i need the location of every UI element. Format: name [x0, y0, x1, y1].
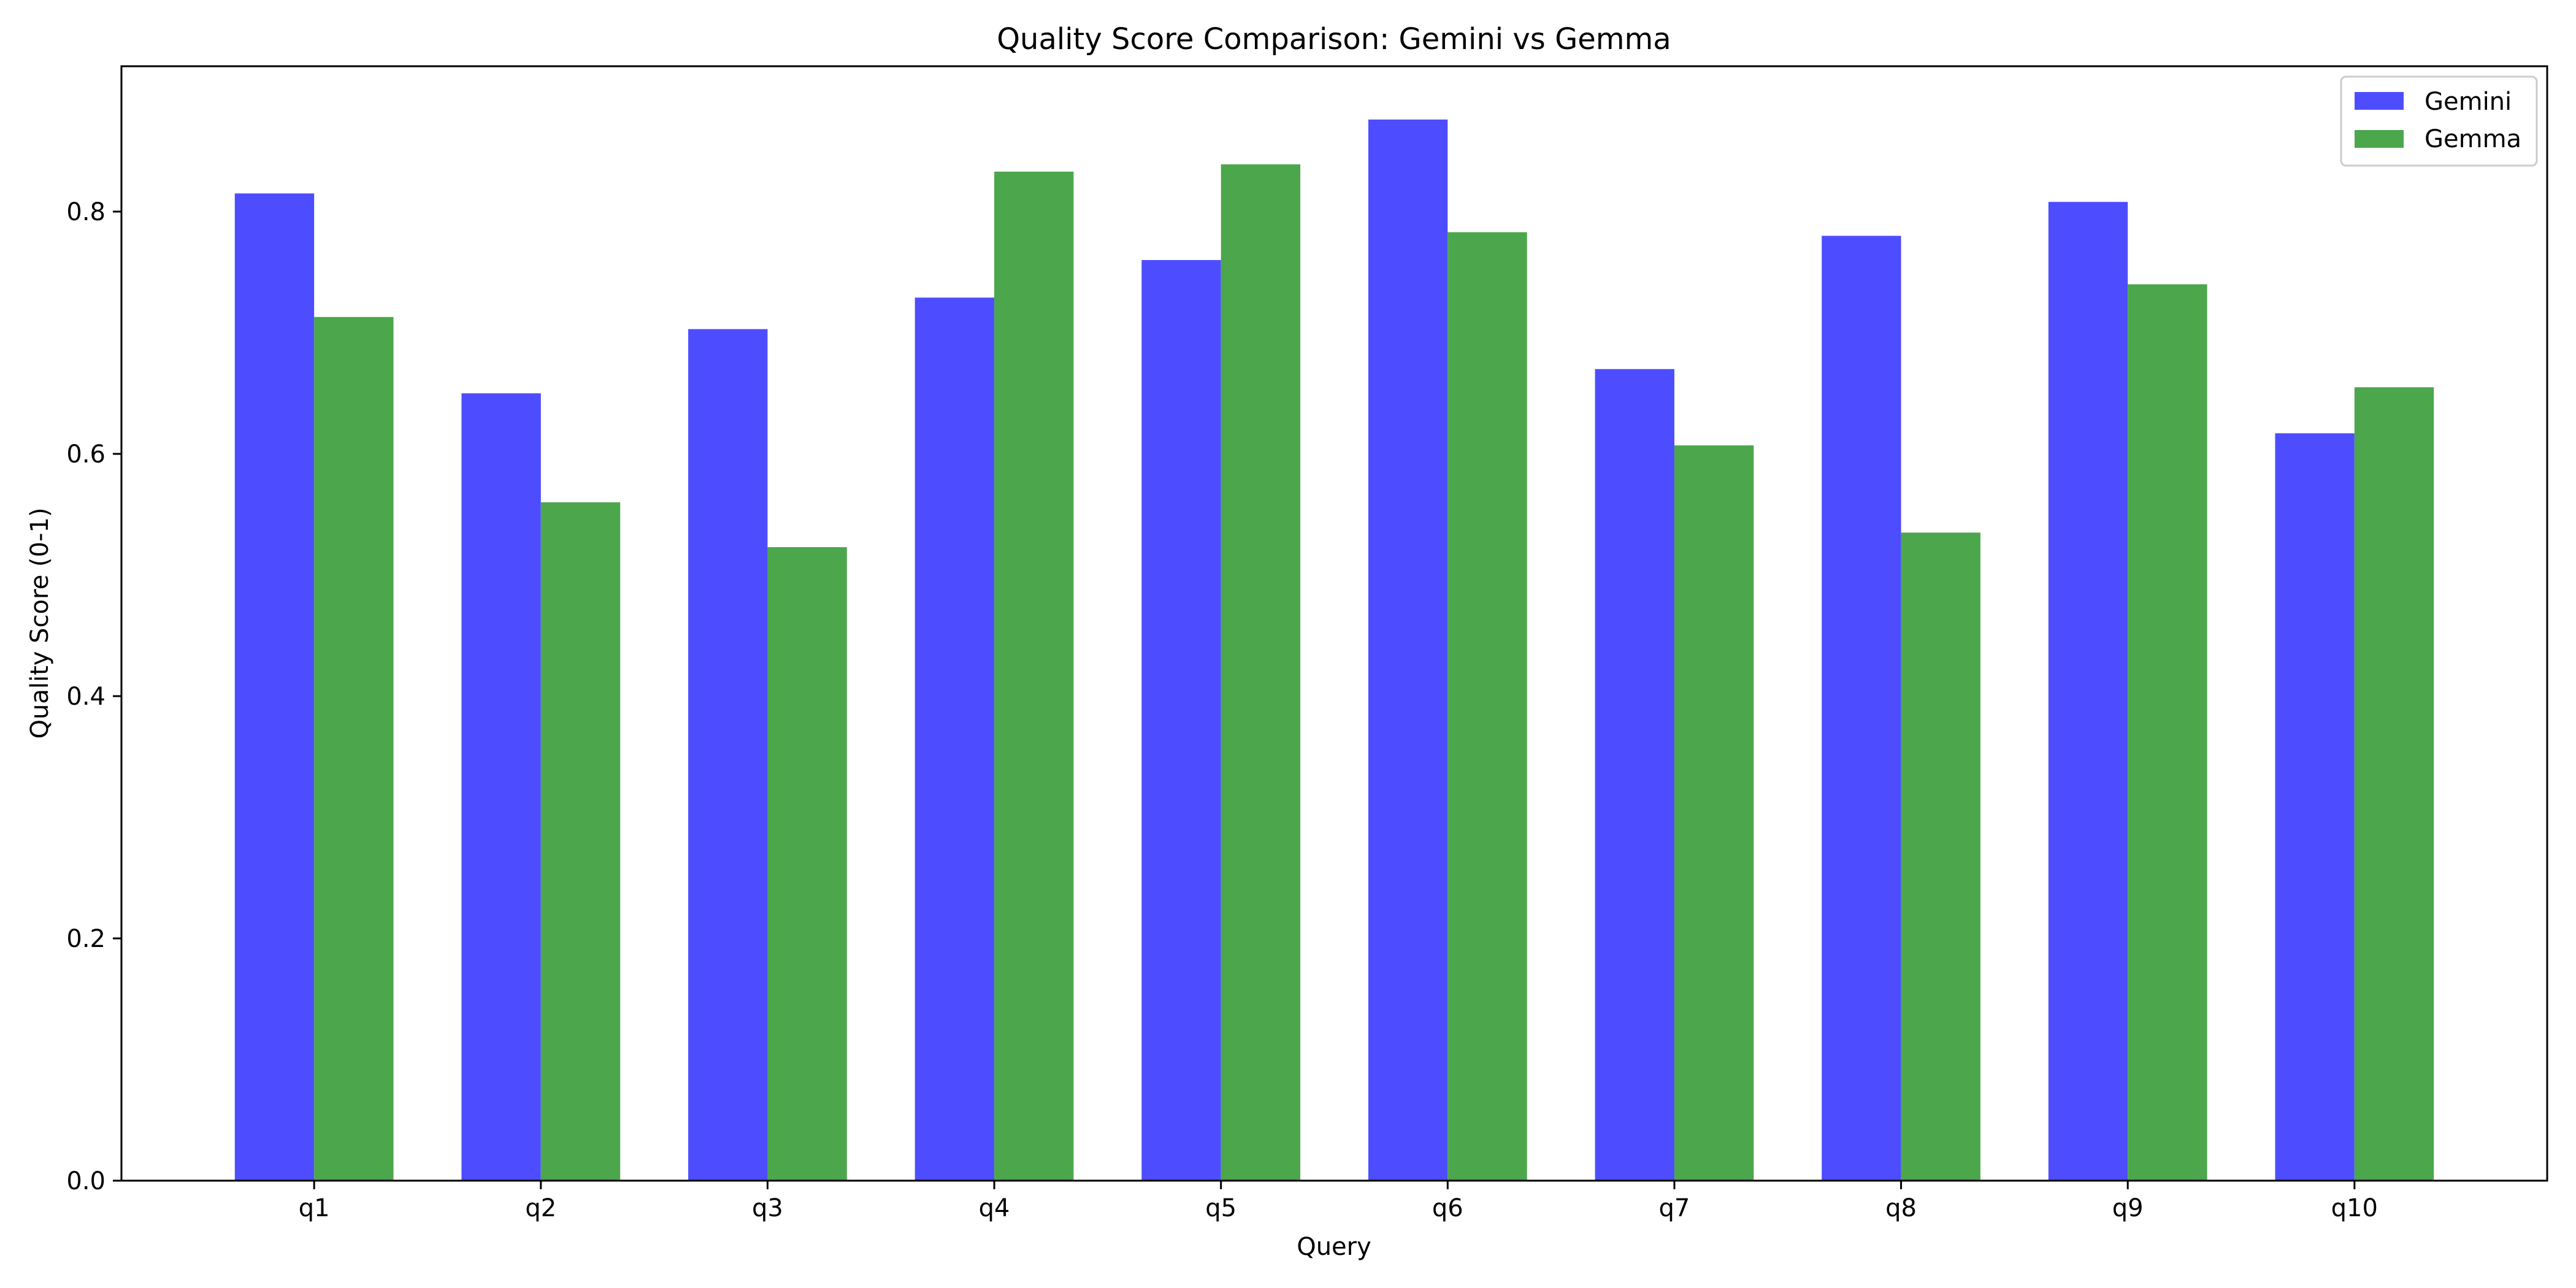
legend-label-gemma: Gemma [2425, 125, 2521, 153]
bar-gemma-q2 [540, 502, 621, 1181]
bar-gemma-q8 [1901, 532, 1980, 1181]
bar-gemini-q4 [914, 297, 995, 1181]
x-axis: q1 q2 q3 q4 q5 q6 q7 q8 q9 q10 [299, 1181, 2378, 1222]
x-tick-label: q7 [1659, 1194, 1690, 1222]
bar-gemini-q1 [234, 193, 315, 1181]
y-tick-label: 0.6 [66, 440, 105, 469]
y-tick-label: 0.2 [66, 925, 105, 953]
bar-gemini-q7 [1595, 369, 1674, 1181]
y-tick-label: 0.0 [66, 1167, 105, 1195]
legend: Gemini Gemma [2340, 75, 2538, 167]
y-tick-label: 0.8 [66, 198, 105, 226]
bar-gemini-q10 [2275, 433, 2355, 1181]
legend-swatch-gemini [2355, 92, 2404, 110]
x-tick-label: q10 [2331, 1194, 2378, 1222]
x-tick-label: q1 [299, 1194, 330, 1222]
bar-gemini-q8 [1822, 236, 1901, 1181]
y-tick-label: 0.4 [66, 683, 105, 711]
x-tick-label: q8 [1885, 1194, 1917, 1222]
x-tick-label: q6 [1432, 1194, 1463, 1222]
bar-gemini-q6 [1368, 119, 1448, 1181]
bar-gemini-q9 [2048, 202, 2128, 1181]
bar-gemma-q1 [314, 316, 394, 1181]
x-tick-label: q2 [525, 1194, 556, 1222]
chart-title: Quality Score Comparison: Gemini vs Gemm… [997, 22, 1671, 56]
legend-swatch-gemma [2355, 130, 2404, 148]
x-tick-label: q4 [979, 1194, 1010, 1222]
bar-gemma-q5 [1221, 164, 1301, 1181]
legend-label-gemini: Gemini [2425, 88, 2512, 116]
bar-gemma-q9 [2128, 284, 2207, 1181]
bar-gemma-q10 [2354, 387, 2434, 1181]
bar-gemma-q4 [994, 171, 1074, 1181]
bar-gemma-q7 [1674, 445, 1754, 1181]
x-tick-label: q5 [1205, 1194, 1236, 1222]
bar-gemini-q2 [461, 393, 541, 1181]
bar-gemini-q3 [688, 329, 768, 1181]
y-axis-title: Quality Score (0-1) [26, 508, 54, 739]
plot-area-frame [120, 65, 2548, 1182]
bar-gemini-q5 [1141, 260, 1221, 1181]
bars-layer [234, 119, 2434, 1181]
x-tick-label: q3 [752, 1194, 783, 1222]
bar-gemma-q3 [767, 547, 847, 1181]
x-axis-title: Query [1297, 1233, 1371, 1261]
x-tick-label: q9 [2112, 1194, 2144, 1222]
bar-gemma-q6 [1447, 232, 1527, 1181]
y-axis: 0.0 0.2 0.4 0.6 0.8 [66, 198, 121, 1195]
